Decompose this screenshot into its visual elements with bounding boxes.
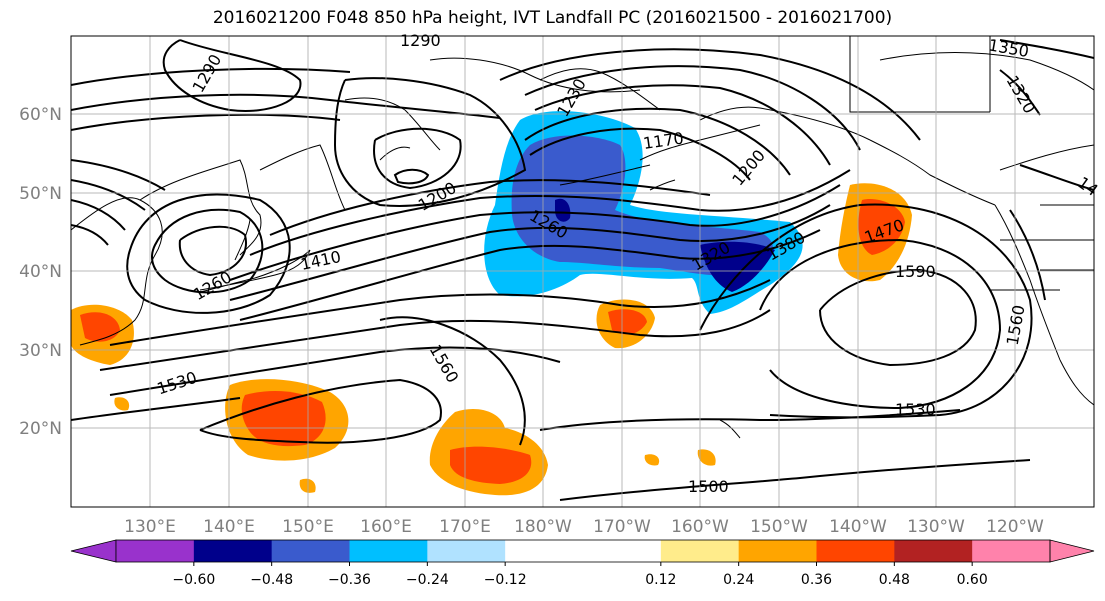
colorbar-swatch xyxy=(116,540,195,562)
colorbar-swatch xyxy=(271,540,350,562)
colorbar-tick-label: −0.24 xyxy=(406,572,449,588)
longitude-tick-labels: 130°E 140°E 150°E 160°E 170°E 180°W 170°W 160°W… xyxy=(124,517,1044,537)
colorbar-tick-label: 0.48 xyxy=(879,572,910,588)
colorbar-swatch xyxy=(972,540,1051,562)
contour-label: 1590 xyxy=(895,262,936,281)
gridlines xyxy=(71,36,1094,507)
longitude-tick-label: 150°E xyxy=(282,517,334,537)
colorbar-tick-label: −0.48 xyxy=(250,572,293,588)
contour-label: 1530 xyxy=(895,400,936,419)
longitude-tick-label: 130°W xyxy=(907,517,965,537)
map-title: 2016021200 F048 850 hPa height, IVT Land… xyxy=(212,8,893,28)
colorbar-swatch xyxy=(894,540,973,562)
colorbar: −0.60 −0.48 −0.36 −0.24 −0.12 0.12 0.24 0.36 0.4… xyxy=(70,539,1095,588)
longitude-tick-label: 160°E xyxy=(360,517,412,537)
colorbar-swatch xyxy=(505,540,584,562)
longitude-tick-label: 160°W xyxy=(671,517,729,537)
colorbar-swatch xyxy=(349,540,428,562)
height-contours xyxy=(71,39,1094,501)
longitude-tick-label: 170°W xyxy=(593,517,651,537)
longitude-tick-label: 120°W xyxy=(986,517,1044,537)
colorbar-outline xyxy=(115,539,1051,563)
colorbar-tick-label: 0.24 xyxy=(723,572,754,588)
map-frame xyxy=(70,35,1095,508)
coastlines xyxy=(71,36,1094,439)
colorbar-tick-label: 0.60 xyxy=(957,572,988,588)
colorbar-tick-label: −0.12 xyxy=(484,572,527,588)
colorbar-tick-label: −0.60 xyxy=(172,572,215,588)
longitude-tick-label: 140°E xyxy=(203,517,255,537)
longitude-tick-label: 130°E xyxy=(124,517,176,537)
longitude-tick-label: 180°W xyxy=(514,517,572,537)
latitude-tick-label: 50°N xyxy=(19,184,62,204)
colorbar-swatch xyxy=(816,540,895,562)
colorbar-swatch xyxy=(660,540,740,562)
longitude-tick-label: 150°W xyxy=(750,517,808,537)
colorbar-swatch xyxy=(193,540,273,562)
latitude-tick-labels: 60°N 50°N 40°N 30°N 20°N xyxy=(19,105,62,439)
colorbar-tick-label: 0.36 xyxy=(801,572,832,588)
latitude-tick-label: 20°N xyxy=(19,419,62,439)
longitude-tick-label: 170°E xyxy=(439,517,491,537)
colorbar-swatch xyxy=(583,540,662,562)
colorbar-extend-min xyxy=(70,539,117,563)
contour-label: 1290 xyxy=(400,31,441,50)
latitude-tick-label: 60°N xyxy=(19,105,62,125)
colorbar-swatch xyxy=(427,540,506,562)
longitude-tick-label: 140°W xyxy=(829,517,887,537)
colorbar-extend-max xyxy=(1049,539,1095,563)
latitude-tick-label: 40°N xyxy=(19,262,62,282)
colorbar-tick-label: −0.36 xyxy=(328,572,371,588)
contour-label: 1500 xyxy=(688,477,729,496)
colorbar-tick-label: 0.12 xyxy=(645,572,676,588)
colorbar-swatch xyxy=(738,540,817,562)
latitude-tick-label: 30°N xyxy=(19,341,62,361)
